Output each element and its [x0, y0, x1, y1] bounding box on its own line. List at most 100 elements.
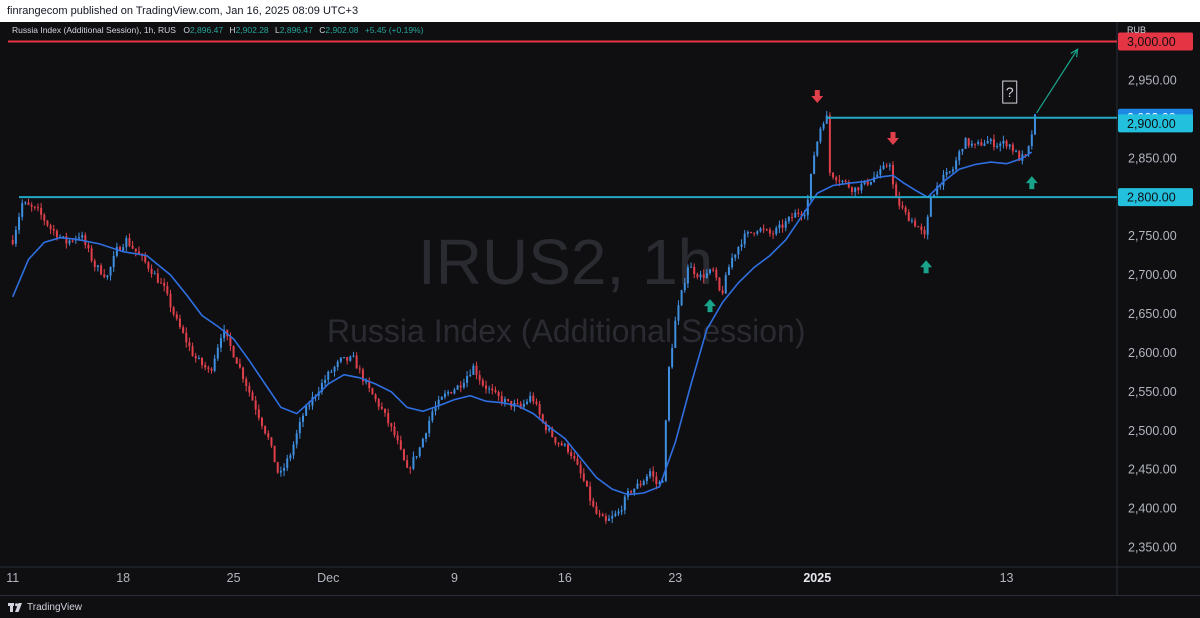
candle-body — [131, 245, 134, 249]
chart-area[interactable]: IRUS2, 1h Russia Index (Additional Sessi… — [0, 22, 1200, 595]
candle-body — [920, 226, 923, 230]
candle-body — [144, 255, 147, 263]
legend-change: +5.45 (+0.19%) — [365, 25, 424, 35]
candle-body — [614, 513, 617, 516]
candle-body — [361, 369, 364, 382]
candle-body — [453, 389, 456, 394]
price-chart[interactable]: IRUS2, 1h Russia Index (Additional Sessi… — [0, 22, 1200, 595]
candle-body — [412, 456, 415, 469]
legend-c-label: C — [319, 25, 325, 35]
levels-layer — [8, 40, 1117, 199]
candle-body — [623, 496, 626, 511]
price-label-cyan: 2,900.00 — [1127, 117, 1176, 131]
candle-body — [667, 367, 670, 421]
candle-body — [264, 425, 267, 434]
y-tick-label: 2,350.00 — [1128, 541, 1177, 555]
candle-body — [223, 329, 226, 339]
candle-body — [311, 396, 314, 406]
candle-body — [592, 500, 595, 507]
candle-body — [172, 307, 175, 315]
x-tick-label: 18 — [116, 571, 130, 585]
candle-body — [617, 511, 620, 514]
candle-body — [756, 231, 759, 234]
candle-body — [898, 196, 901, 206]
candle-body — [355, 355, 358, 369]
candle-body — [888, 164, 891, 167]
candle-body — [620, 510, 623, 512]
candle-body — [377, 399, 380, 407]
legend-h-label: H — [229, 25, 235, 35]
candle-body — [813, 155, 816, 174]
candle-body — [418, 447, 421, 457]
candle-body — [778, 224, 781, 229]
candle-body — [945, 171, 948, 175]
candle-body — [406, 460, 409, 468]
candle-body — [109, 267, 112, 276]
candle-body — [343, 357, 346, 359]
y-tick-label: 2,400.00 — [1128, 502, 1177, 516]
x-axis[interactable]: 11 18 25 Dec 9 16 23 2025 13 — [6, 571, 1013, 585]
candle-body — [948, 171, 951, 173]
candle-body — [462, 382, 465, 388]
y-tick-label: 2,950.00 — [1128, 73, 1177, 87]
x-tick-label: 11 — [6, 571, 19, 585]
candle-body — [690, 266, 693, 268]
candle-body — [96, 265, 99, 268]
candle-body — [349, 356, 352, 361]
candle-body — [850, 187, 853, 193]
candle-body — [936, 185, 939, 195]
candle-body — [642, 480, 645, 486]
candle-body — [699, 274, 702, 278]
candle-body — [639, 483, 642, 486]
price-label-cyan: 2,800.00 — [1127, 191, 1176, 205]
candle-body — [178, 318, 181, 328]
candle-body — [286, 458, 289, 468]
candle-body — [150, 268, 153, 274]
candle-body — [55, 230, 58, 238]
candle-body — [996, 146, 999, 148]
candle-body — [374, 394, 377, 400]
candle-body — [655, 476, 658, 484]
green-up-arrow-icon — [703, 299, 716, 313]
candle-body — [658, 482, 661, 484]
candle-body — [210, 368, 213, 371]
candle-body — [213, 358, 216, 371]
candle-body — [955, 160, 958, 170]
candle-body — [712, 269, 715, 271]
candle-body — [649, 471, 652, 477]
candle-body — [630, 491, 633, 493]
candle-body — [469, 374, 472, 376]
candle-body — [491, 388, 494, 391]
candle-body — [819, 128, 822, 142]
candle-body — [238, 363, 241, 368]
y-axis[interactable]: 2,350.00 2,400.00 2,450.00 2,500.00 2,550.00… — [1118, 32, 1193, 555]
candle-body — [611, 515, 614, 519]
candles-layer — [11, 110, 1036, 525]
candle-body — [459, 385, 462, 388]
price-label-red: 3,000.00 — [1127, 35, 1176, 49]
candle-body — [844, 180, 847, 182]
candle-body — [753, 232, 756, 234]
publisher-bar: finrangecom published on TradingView.com… — [0, 0, 1200, 22]
candle-body — [166, 286, 169, 294]
candle-body — [30, 204, 33, 207]
candle-body — [488, 388, 491, 390]
candle-body — [301, 415, 304, 422]
legend-l-label: L — [275, 25, 280, 35]
candle-body — [402, 449, 405, 461]
candle-body — [160, 282, 163, 284]
candle-body — [333, 366, 336, 372]
candle-body — [352, 355, 355, 357]
candle-body — [365, 381, 368, 383]
candle-body — [36, 207, 39, 209]
candle-body — [387, 412, 390, 424]
candle-body — [147, 262, 150, 269]
candle-body — [869, 181, 872, 185]
candle-body — [207, 367, 210, 369]
candle-body — [522, 403, 525, 407]
y-tick-label: 2,500.00 — [1128, 424, 1177, 438]
legend-high: 2,902.28 — [236, 25, 269, 35]
candle-body — [27, 202, 30, 205]
candle-body — [633, 488, 636, 493]
candle-body — [1018, 151, 1021, 161]
